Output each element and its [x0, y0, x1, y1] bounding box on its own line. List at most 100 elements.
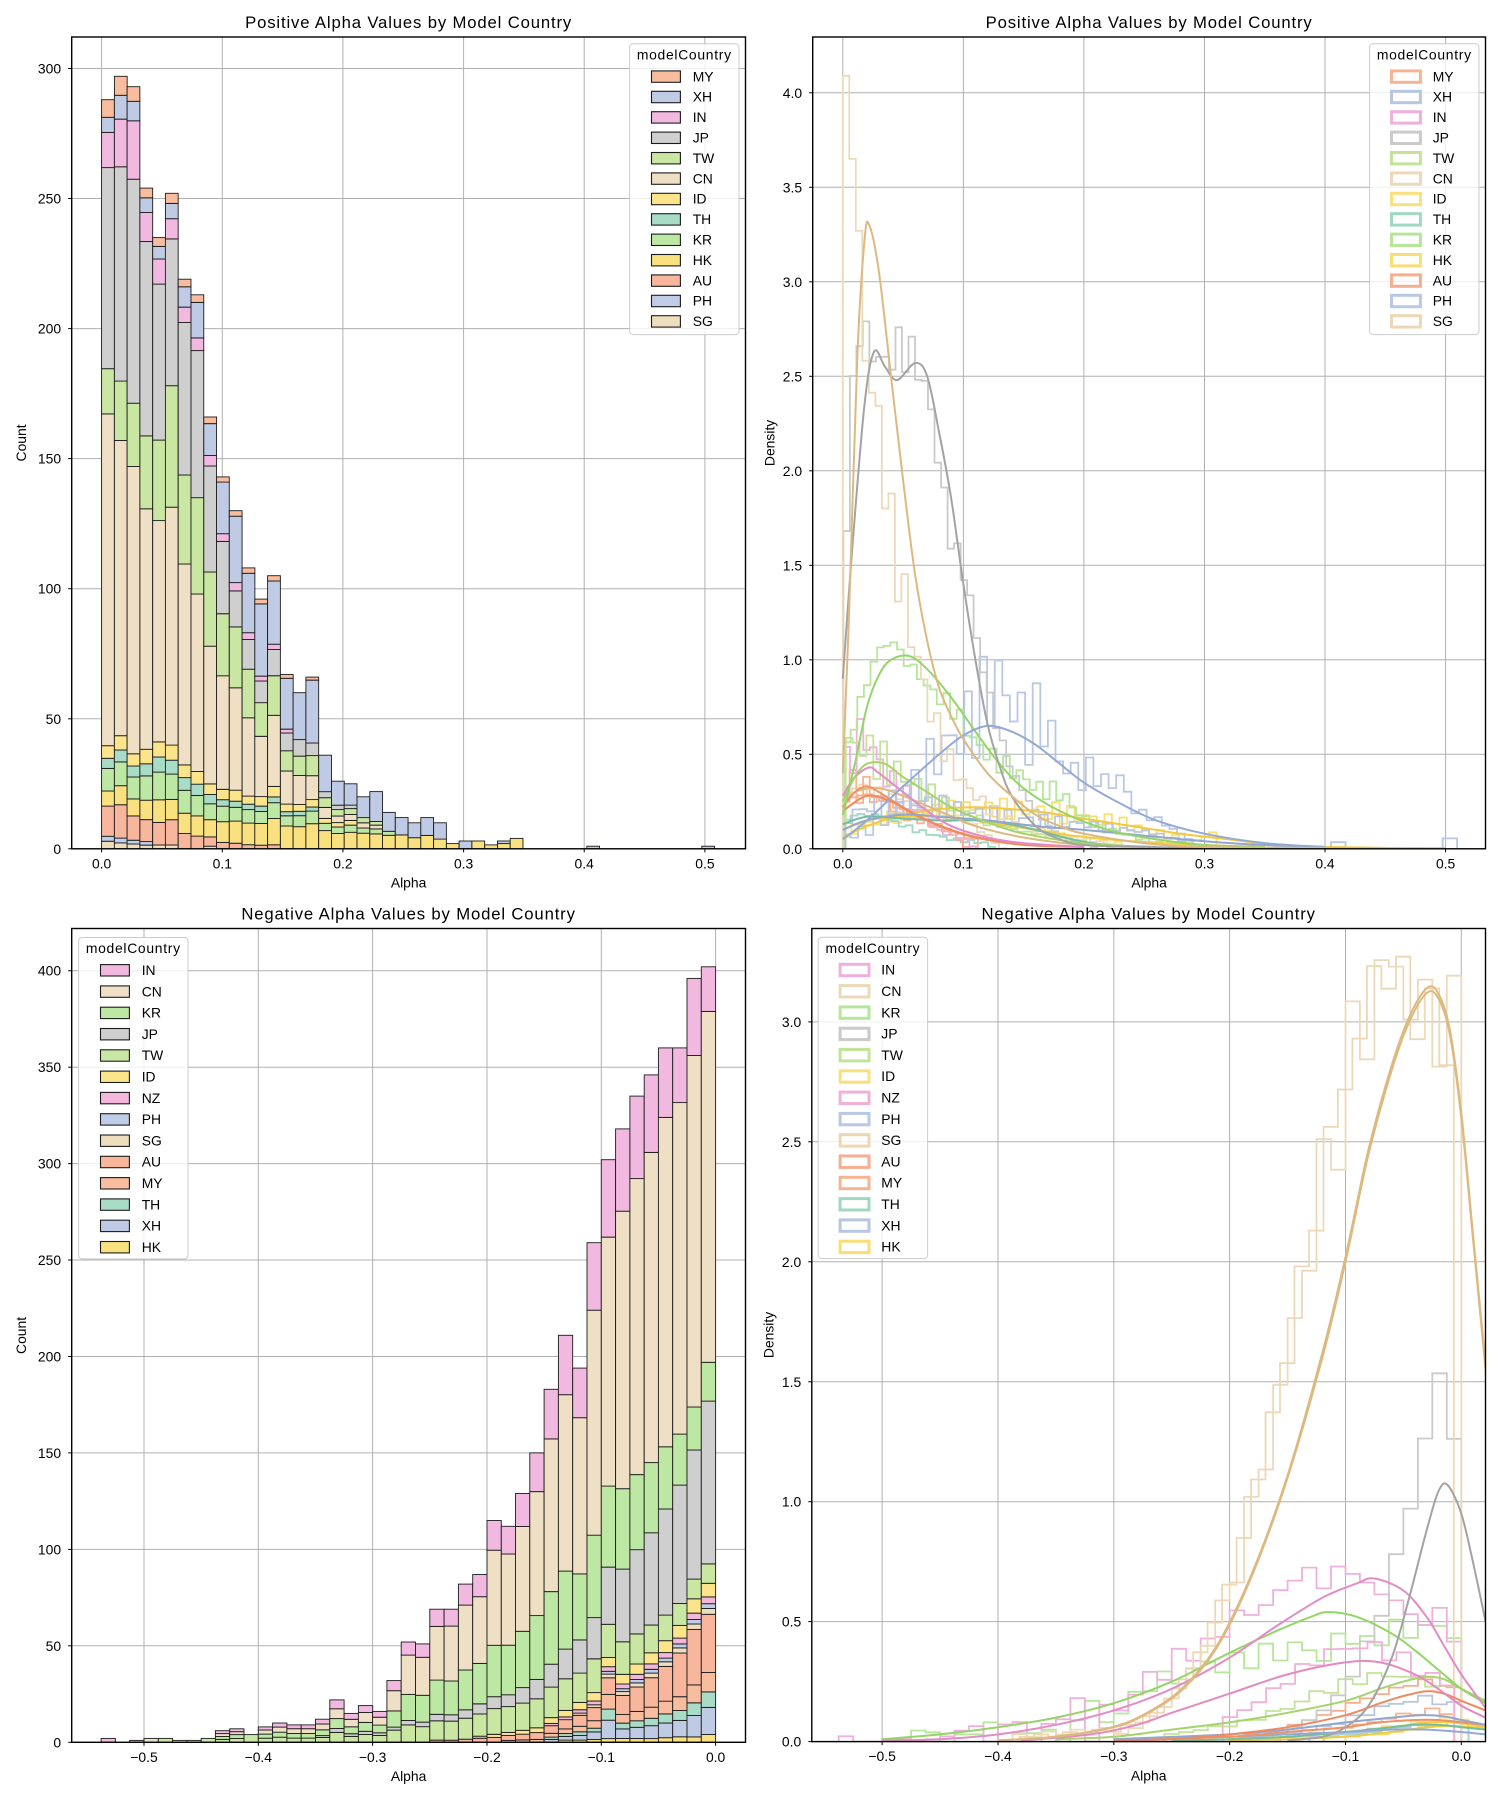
- svg-text:3.0: 3.0: [782, 1014, 802, 1030]
- svg-text:TH: TH: [142, 1196, 161, 1212]
- svg-text:CN: CN: [142, 983, 162, 999]
- svg-text:50: 50: [46, 1638, 62, 1654]
- svg-text:Alpha: Alpha: [391, 875, 427, 891]
- svg-text:IN: IN: [1433, 109, 1447, 125]
- svg-text:XH: XH: [1433, 89, 1452, 105]
- svg-text:3.5: 3.5: [783, 179, 803, 195]
- svg-text:0.1: 0.1: [954, 855, 974, 871]
- svg-text:1.5: 1.5: [783, 557, 803, 573]
- svg-text:ID: ID: [142, 1069, 156, 1085]
- svg-text:TW: TW: [142, 1047, 164, 1063]
- svg-text:−0.4: −0.4: [245, 1749, 273, 1765]
- svg-text:0.0: 0.0: [833, 855, 853, 871]
- svg-text:0.0: 0.0: [706, 1749, 726, 1765]
- svg-text:AU: AU: [1433, 272, 1452, 288]
- svg-text:−0.1: −0.1: [588, 1749, 616, 1765]
- svg-text:1.5: 1.5: [782, 1374, 802, 1390]
- svg-text:XH: XH: [142, 1218, 161, 1234]
- svg-text:200: 200: [38, 1349, 61, 1365]
- svg-text:MY: MY: [693, 68, 714, 84]
- svg-text:−0.2: −0.2: [473, 1749, 501, 1765]
- svg-text:Density: Density: [760, 1312, 776, 1358]
- svg-text:150: 150: [38, 451, 61, 467]
- svg-text:KR: KR: [693, 232, 712, 248]
- svg-text:TW: TW: [1433, 150, 1455, 166]
- svg-text:Alpha: Alpha: [391, 1768, 427, 1784]
- svg-text:250: 250: [38, 191, 61, 207]
- svg-text:KR: KR: [881, 1004, 900, 1020]
- svg-text:0.2: 0.2: [333, 855, 353, 871]
- svg-text:Positive Alpha Values by Model: Positive Alpha Values by Model Country: [986, 13, 1313, 32]
- svg-text:2.5: 2.5: [783, 368, 803, 384]
- svg-text:0.4: 0.4: [575, 855, 595, 871]
- svg-text:0.1: 0.1: [213, 855, 233, 871]
- svg-text:PH: PH: [1433, 293, 1452, 309]
- svg-text:0.5: 0.5: [695, 855, 715, 871]
- svg-text:KR: KR: [142, 1005, 161, 1021]
- svg-text:0.5: 0.5: [783, 746, 803, 762]
- svg-text:−0.5: −0.5: [868, 1748, 896, 1764]
- svg-text:modelCountry: modelCountry: [86, 940, 181, 956]
- svg-text:−0.2: −0.2: [1216, 1748, 1244, 1764]
- svg-text:0.0: 0.0: [92, 855, 112, 871]
- svg-text:Count: Count: [13, 424, 29, 461]
- svg-text:PH: PH: [693, 293, 712, 309]
- svg-text:modelCountry: modelCountry: [1377, 47, 1472, 63]
- svg-text:SG: SG: [881, 1132, 901, 1148]
- svg-text:1.0: 1.0: [783, 652, 803, 668]
- svg-text:IN: IN: [142, 962, 156, 978]
- svg-text:400: 400: [38, 963, 61, 979]
- svg-text:modelCountry: modelCountry: [637, 47, 732, 63]
- svg-text:AU: AU: [142, 1154, 161, 1170]
- svg-text:SG: SG: [1433, 313, 1453, 329]
- svg-text:300: 300: [38, 1156, 61, 1172]
- svg-text:XH: XH: [881, 1217, 900, 1233]
- svg-text:NZ: NZ: [142, 1090, 161, 1106]
- svg-text:150: 150: [38, 1445, 61, 1461]
- svg-text:JP: JP: [693, 130, 709, 146]
- svg-text:CN: CN: [693, 170, 713, 186]
- svg-text:0.3: 0.3: [454, 855, 474, 871]
- svg-text:XH: XH: [693, 89, 712, 105]
- svg-text:modelCountry: modelCountry: [825, 940, 920, 956]
- svg-text:100: 100: [38, 1541, 61, 1557]
- svg-text:0.5: 0.5: [1436, 855, 1456, 871]
- svg-text:KR: KR: [1433, 232, 1452, 248]
- svg-text:NZ: NZ: [881, 1090, 900, 1106]
- svg-text:2.0: 2.0: [783, 463, 803, 479]
- svg-text:JP: JP: [1433, 130, 1449, 146]
- svg-text:0.2: 0.2: [1074, 855, 1094, 871]
- svg-text:AU: AU: [881, 1153, 900, 1169]
- svg-text:2.0: 2.0: [782, 1254, 802, 1270]
- svg-text:Count: Count: [13, 1317, 29, 1354]
- svg-text:TH: TH: [693, 211, 712, 227]
- svg-text:MY: MY: [881, 1175, 902, 1191]
- svg-text:HK: HK: [1433, 252, 1453, 268]
- svg-text:ID: ID: [881, 1068, 895, 1084]
- svg-text:−0.3: −0.3: [359, 1749, 387, 1765]
- svg-text:0.0: 0.0: [1452, 1748, 1472, 1764]
- svg-text:PH: PH: [881, 1111, 900, 1127]
- svg-text:2.5: 2.5: [782, 1134, 802, 1150]
- svg-text:3.0: 3.0: [783, 274, 803, 290]
- svg-text:0.4: 0.4: [1315, 855, 1335, 871]
- svg-text:Negative Alpha Values by Model: Negative Alpha Values by Model Country: [241, 904, 575, 923]
- svg-text:IN: IN: [881, 962, 895, 978]
- svg-text:Alpha: Alpha: [1131, 1767, 1167, 1783]
- svg-text:PH: PH: [142, 1111, 161, 1127]
- svg-text:JP: JP: [142, 1026, 158, 1042]
- svg-text:TH: TH: [881, 1196, 900, 1212]
- svg-text:Negative Alpha Values by Model: Negative Alpha Values by Model Country: [981, 904, 1315, 923]
- svg-text:100: 100: [38, 581, 61, 597]
- svg-text:−0.3: −0.3: [1100, 1748, 1128, 1764]
- svg-text:TW: TW: [881, 1047, 903, 1063]
- svg-text:AU: AU: [693, 272, 712, 288]
- svg-text:Positive Alpha Values by Model: Positive Alpha Values by Model Country: [245, 13, 572, 32]
- svg-text:0.5: 0.5: [782, 1614, 802, 1630]
- svg-text:Density: Density: [761, 420, 777, 466]
- svg-text:MY: MY: [142, 1175, 163, 1191]
- svg-text:1.0: 1.0: [782, 1494, 802, 1510]
- svg-text:IN: IN: [693, 109, 707, 125]
- svg-text:0.3: 0.3: [1195, 855, 1215, 871]
- svg-text:HK: HK: [142, 1239, 162, 1255]
